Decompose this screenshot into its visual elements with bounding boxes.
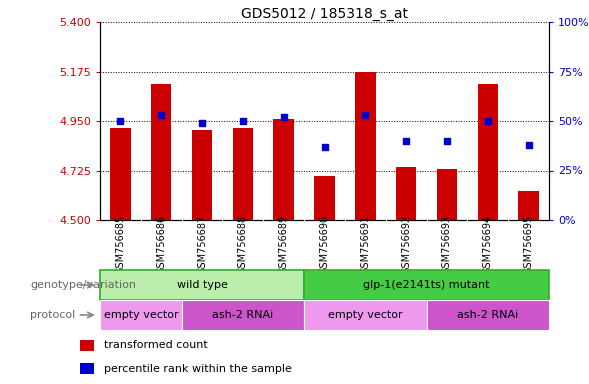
Point [360,112,370,118]
Bar [151,84,171,220]
Text: GSM756691: GSM756691 [360,214,370,273]
Bar [110,127,131,220]
Bar [273,119,294,220]
Bar [355,71,376,220]
Text: wild type: wild type [177,280,227,290]
Point [238,118,247,124]
Point [279,114,289,120]
Bar [233,127,253,220]
Text: GSM756692: GSM756692 [401,214,411,274]
Bar [304,300,426,330]
Bar [437,169,457,220]
Text: GSM756694: GSM756694 [483,214,493,273]
Bar [518,191,539,220]
Text: GSM756689: GSM756689 [279,214,289,273]
Point [483,118,492,124]
Bar [315,176,335,220]
Text: empty vector: empty vector [104,310,178,320]
Text: GSM756685: GSM756685 [115,214,125,274]
Bar [396,167,416,220]
Point [157,112,166,118]
Point [524,142,533,148]
Text: protocol: protocol [31,310,75,320]
Text: ash-2 RNAi: ash-2 RNAi [212,310,273,320]
Point [320,144,329,150]
Point [115,118,125,124]
Text: glp-1(e2141ts) mutant: glp-1(e2141ts) mutant [363,280,490,290]
Point [197,120,207,126]
Text: GSM756695: GSM756695 [524,214,534,274]
Text: GSM756688: GSM756688 [238,214,248,273]
Text: empty vector: empty vector [328,310,403,320]
Point [442,138,452,144]
Bar [478,84,498,220]
Text: GSM756690: GSM756690 [319,214,329,273]
Text: percentile rank within the sample: percentile rank within the sample [104,364,292,374]
Bar [426,300,549,330]
Text: GSM756693: GSM756693 [442,214,452,273]
Text: GSM756686: GSM756686 [156,214,166,273]
Text: genotype/variation: genotype/variation [31,280,137,290]
Title: GDS5012 / 185318_s_at: GDS5012 / 185318_s_at [241,7,408,21]
Bar [100,300,181,330]
Text: transformed count: transformed count [104,340,208,350]
Bar [192,130,212,220]
Point [402,138,411,144]
Bar [181,300,304,330]
Bar [304,270,549,300]
Text: ash-2 RNAi: ash-2 RNAi [457,310,518,320]
Bar [80,340,94,351]
Text: GSM756687: GSM756687 [197,214,207,274]
Bar [100,270,304,300]
Bar [80,364,94,374]
